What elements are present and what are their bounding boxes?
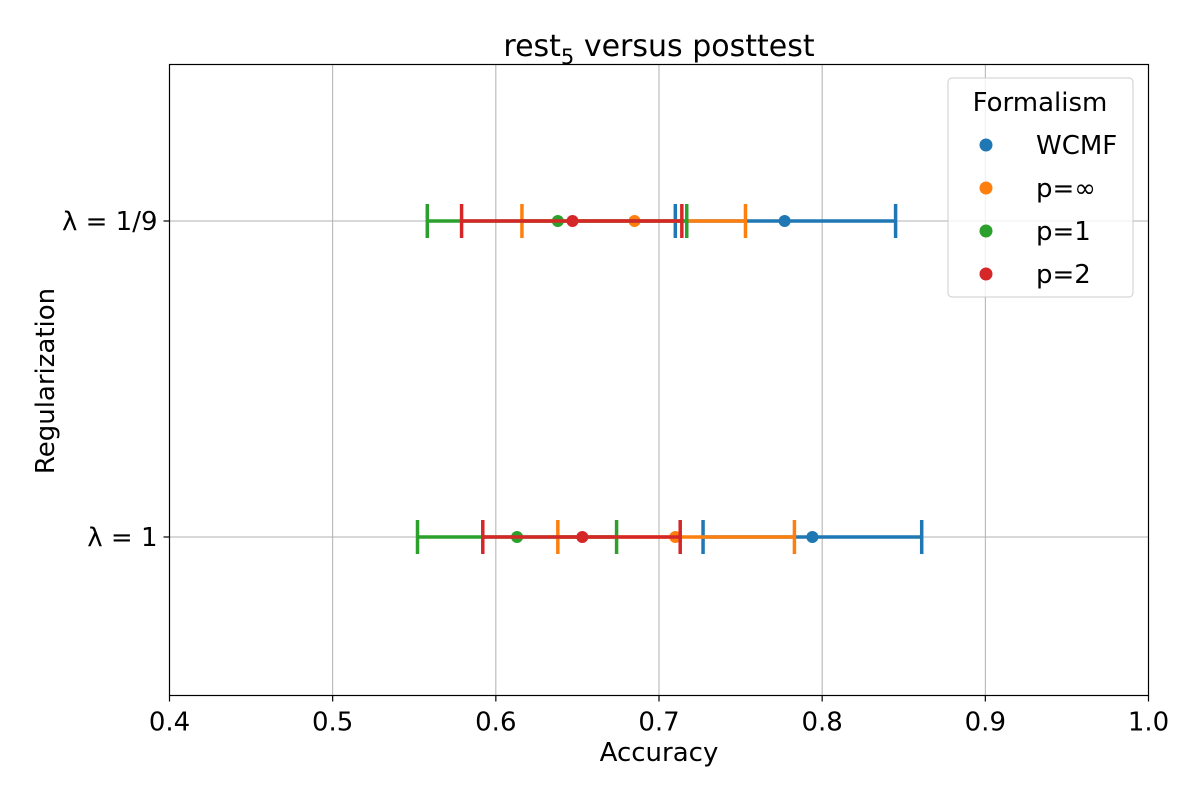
chart-title: rest5 versus posttest <box>503 29 814 69</box>
x-axis-ticks: 0.4 0.5 0.6 0.7 0.8 0.9 1.0 <box>149 695 1169 738</box>
legend-label: p=∞ <box>1036 174 1096 204</box>
legend-label: p=2 <box>1036 260 1091 290</box>
y-axis-ticks: λ = 1/9 λ = 1 <box>62 207 170 553</box>
data-point <box>806 531 819 543</box>
x-tick-label: 0.5 <box>312 708 353 738</box>
x-axis-label: Accuracy <box>600 738 719 768</box>
legend: Formalism WCMF p=∞ p=1 p=2 <box>947 77 1134 298</box>
x-tick-label: 0.9 <box>965 708 1006 738</box>
legend-marker <box>979 138 993 152</box>
data-point <box>576 531 589 543</box>
chart-title-subscript: 5 <box>561 45 574 69</box>
legend-marker <box>979 181 993 195</box>
legend-title: Formalism <box>973 88 1108 118</box>
y-tick-label: λ = 1/9 <box>62 207 158 237</box>
legend-items: WCMF p=∞ p=1 p=2 <box>979 131 1117 290</box>
legend-marker <box>979 267 993 281</box>
x-tick-label: 0.7 <box>638 708 679 738</box>
y-tick-label: λ = 1 <box>87 523 157 553</box>
x-tick-label: 0.4 <box>149 708 190 738</box>
legend-marker <box>979 224 993 238</box>
legend-frame <box>947 77 1134 298</box>
series-3 <box>459 204 684 554</box>
plot-marks <box>415 204 924 554</box>
x-tick-label: 1.0 <box>1128 708 1169 738</box>
legend-label: p=1 <box>1036 217 1091 247</box>
chart-title-main: rest <box>503 29 561 64</box>
data-point <box>778 215 791 227</box>
chart-title-rest: versus posttest <box>574 29 815 64</box>
y-axis-label: Regularization <box>31 288 61 474</box>
legend-label: WCMF <box>1036 131 1117 161</box>
x-tick-label: 0.8 <box>801 708 842 738</box>
data-point <box>566 215 579 227</box>
x-tick-label: 0.6 <box>475 708 516 738</box>
